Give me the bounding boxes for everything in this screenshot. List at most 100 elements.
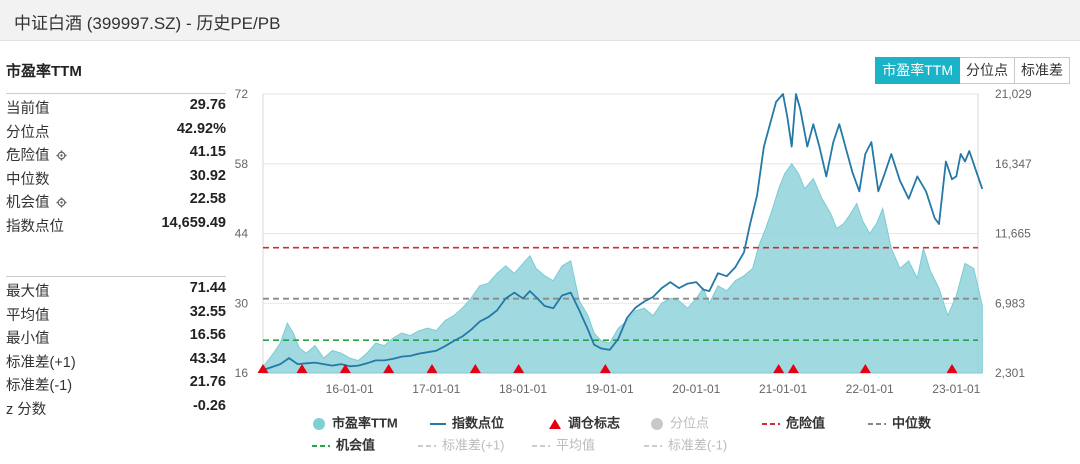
legend-label: 分位点 <box>670 415 710 431</box>
legend-item-sd_minus[interactable]: 标准差(-1) <box>644 436 727 454</box>
stat-label: 危险值 <box>6 144 67 165</box>
legend-label: 机会值 <box>336 437 376 453</box>
stat-value: 41.15 <box>189 144 226 160</box>
legend-item-pe[interactable]: 市盈率TTM <box>312 414 398 432</box>
gear-icon[interactable] <box>55 196 67 208</box>
stat-row: 分位点 42.92% <box>6 119 226 141</box>
stat-label: 平均值 <box>6 307 50 324</box>
x-tick-label: 18-01-01 <box>499 382 547 396</box>
legend-item-avg[interactable]: 平均值 <box>532 436 595 454</box>
y-right-tick-label: 6,983 <box>995 296 1025 310</box>
rebalance-marker <box>383 364 395 373</box>
y-left-tick-label: 30 <box>235 296 249 310</box>
stat-label: 标准差(-1) <box>6 378 73 394</box>
stat-label: 最大值 <box>6 284 50 300</box>
gear-icon[interactable] <box>55 149 67 161</box>
stat-row: 指数点位 14,659.49 <box>6 213 226 235</box>
stat-value: 32.55 <box>189 303 226 320</box>
stat-value: 71.44 <box>189 280 226 296</box>
stat-label: 标准差(+1) <box>6 354 76 371</box>
legend-symbol <box>651 417 663 430</box>
stat-value: 14,659.49 <box>161 214 226 231</box>
rebalance-marker <box>296 364 308 373</box>
rebalance-marker <box>859 364 871 373</box>
tab-stddev[interactable]: 标准差 <box>1015 57 1070 84</box>
legend-symbol <box>312 444 330 447</box>
legend-item-chance[interactable]: 机会值 <box>312 436 375 454</box>
legend-label: 标准差(+1) <box>442 437 505 453</box>
legend-symbol <box>430 422 446 425</box>
rebalance-marker <box>773 364 785 373</box>
x-tick-label: 16-01-01 <box>326 382 374 396</box>
stat-value: 42.92% <box>176 120 226 137</box>
stat-row: 标准差(-1) 21.76 <box>6 372 226 394</box>
tab-percentile[interactable]: 分位点 <box>960 57 1015 84</box>
stats-title: 市盈率TTM <box>6 63 82 80</box>
y-right-tick-label: 2,301 <box>995 366 1025 380</box>
legend-label: 市盈率TTM <box>332 415 398 431</box>
stat-value: 43.34 <box>189 350 226 367</box>
stat-row: 危险值 41.15 <box>6 142 226 164</box>
pe-area <box>262 162 983 374</box>
legend-item-index[interactable]: 指数点位 <box>430 414 504 432</box>
stat-label: 中位数 <box>6 171 50 188</box>
tab-pe-ttm[interactable]: 市盈率TTM <box>875 57 960 84</box>
rebalance-marker <box>946 364 958 373</box>
rebalance-marker <box>469 364 481 373</box>
metric-tabs: 市盈率TTM 分位点 标准差 <box>875 57 1070 84</box>
rebalance-marker <box>339 364 351 373</box>
y-left-tick-label: 16 <box>235 366 249 380</box>
legend-symbol <box>532 444 550 447</box>
stat-row: 中位数 30.92 <box>6 166 226 188</box>
stat-row: 当前值 29.76 <box>6 95 226 117</box>
x-tick-label: 17-01-01 <box>412 382 460 396</box>
legend-symbol <box>644 444 662 447</box>
legend-label: 标准差(-1) <box>668 437 728 453</box>
legend-symbol <box>549 418 561 429</box>
legend-item-danger[interactable]: 危险值 <box>762 414 825 432</box>
stat-row: 机会值 22.58 <box>6 189 226 211</box>
stat-label: 当前值 <box>6 101 50 117</box>
legend-label: 危险值 <box>786 415 826 431</box>
x-tick-label: 22-01-01 <box>846 382 894 396</box>
stat-row: z 分数 -0.26 <box>6 396 226 418</box>
legend-item-rebal[interactable]: 调仓标志 <box>548 414 620 432</box>
stat-value: 16.56 <box>189 327 226 343</box>
legend-item-median[interactable]: 中位数 <box>868 414 931 432</box>
divider <box>6 93 226 94</box>
legend-label: 调仓标志 <box>568 415 621 431</box>
stat-label: 最小值 <box>6 331 50 347</box>
rebalance-marker <box>513 364 525 373</box>
legend-label: 指数点位 <box>452 415 505 431</box>
divider <box>6 276 226 277</box>
y-left-tick-label: 58 <box>235 157 249 171</box>
stat-row: 最大值 71.44 <box>6 278 226 300</box>
stat-value: 22.58 <box>189 191 226 207</box>
stat-value: 30.92 <box>189 167 226 184</box>
stat-label: 机会值 <box>6 191 67 212</box>
legend-item-sd_plus[interactable]: 标准差(+1) <box>418 436 504 454</box>
rebalance-marker <box>257 364 269 373</box>
rebalance-marker <box>787 364 799 373</box>
index-line <box>262 93 984 371</box>
stat-row: 平均值 32.55 <box>6 302 226 324</box>
legend-item-pct[interactable]: 分位点 <box>650 414 709 432</box>
y-left-tick-label: 44 <box>235 227 249 241</box>
legend-symbol <box>418 444 436 447</box>
y-left-tick-label: 72 <box>235 87 249 101</box>
rebalance-marker <box>426 364 438 373</box>
x-tick-label: 20-01-01 <box>672 382 720 396</box>
stat-label: z 分数 <box>6 401 47 418</box>
page-title: 中证白酒 (399997.SZ) - 历史PE/PB <box>14 14 281 33</box>
stat-value: -0.26 <box>192 397 226 414</box>
stat-row: 标准差(+1) 43.34 <box>6 349 226 371</box>
legend-symbol <box>868 422 886 425</box>
stat-value: 29.76 <box>189 97 226 113</box>
y-right-tick-label: 11,665 <box>995 227 1031 241</box>
header-bar: 中证白酒 (399997.SZ) - 历史PE/PB <box>0 0 1080 41</box>
x-tick-label: 21-01-01 <box>759 382 807 396</box>
stat-label: 指数点位 <box>6 218 64 235</box>
stat-label: 分位点 <box>6 124 50 141</box>
rebalance-marker <box>599 364 611 373</box>
